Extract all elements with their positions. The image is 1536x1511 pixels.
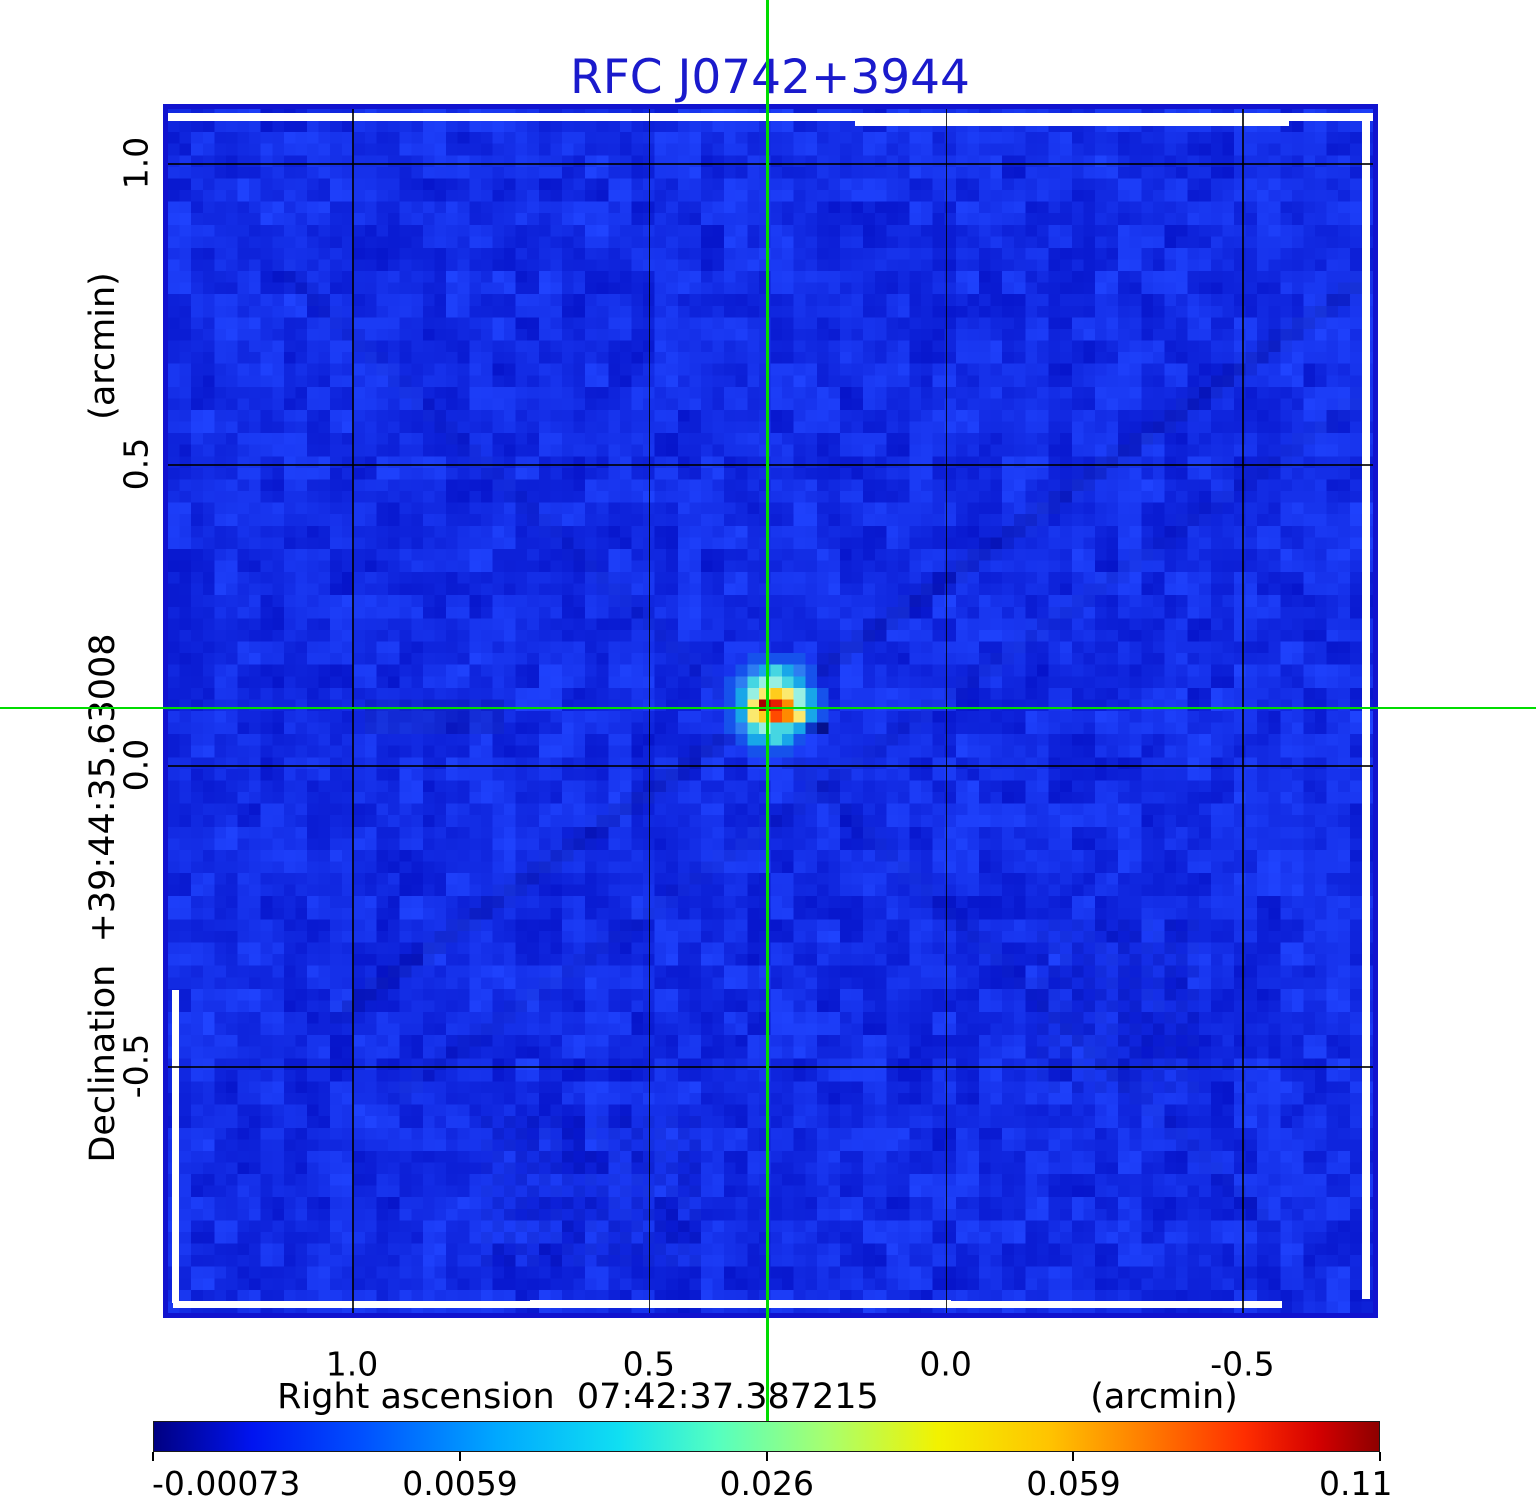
map-blank-edge-left (172, 989, 179, 1303)
map-blank-edge-top (168, 113, 1373, 121)
figure-title: RFC J0742+3944 (570, 50, 970, 105)
x-tick-label: -0.5 (1210, 1344, 1275, 1384)
colorbar-tick (765, 1452, 768, 1461)
colorbar-tick-label: -0.00073 (152, 1464, 301, 1503)
x-tick-label: 1.0 (325, 1344, 379, 1384)
y-tick-label: -0.5 (116, 1033, 156, 1099)
gridline-vertical (1242, 109, 1244, 1313)
colorbar-tick-label: 0.0059 (402, 1464, 518, 1503)
colorbar-tick-label: 0.11 (1319, 1464, 1393, 1503)
y-tick-label: 0.0 (116, 738, 156, 792)
map-blank-edge-bottom (173, 1301, 1282, 1308)
x-tick-label: 0.5 (622, 1344, 676, 1384)
radio-map-image (168, 109, 1373, 1313)
y-tick-label: 0.5 (116, 437, 156, 491)
x-axis-label: Right ascension 07:42:37.387215 (277, 1377, 879, 1417)
colorbar-tick (1072, 1452, 1075, 1461)
gridline-vertical (352, 109, 354, 1313)
colorbar-tick (1379, 1452, 1381, 1461)
colorbar-tick (458, 1452, 461, 1461)
map-blank-edge-top-right (854, 113, 1289, 126)
map-blank-edge-right (1362, 121, 1370, 1299)
x-axis-unit-label: (arcmin) (1090, 1377, 1238, 1417)
plot-area (163, 104, 1378, 1318)
gridline-horizontal (168, 163, 1373, 165)
x-tick-label: 0.0 (919, 1344, 972, 1384)
colorbar-tick (152, 1452, 154, 1461)
y-tick-label: 1.0 (116, 136, 156, 190)
colorbar (153, 1421, 1380, 1452)
gridline-vertical (945, 109, 948, 1313)
gridline-vertical (648, 109, 651, 1313)
gridline-horizontal (168, 765, 1373, 767)
crosshair-vertical-line (766, 0, 769, 1424)
map-blank-edge-bottom-2 (529, 1300, 952, 1304)
gridline-horizontal (168, 1066, 1373, 1068)
colorbar-tick-label: 0.059 (1026, 1464, 1121, 1503)
colorbar-tick-label: 0.026 (719, 1464, 814, 1503)
y-axis-unit-label: (arcmin) (83, 272, 123, 420)
crosshair-horizontal-line (0, 706, 1536, 710)
gridline-horizontal (168, 464, 1373, 466)
